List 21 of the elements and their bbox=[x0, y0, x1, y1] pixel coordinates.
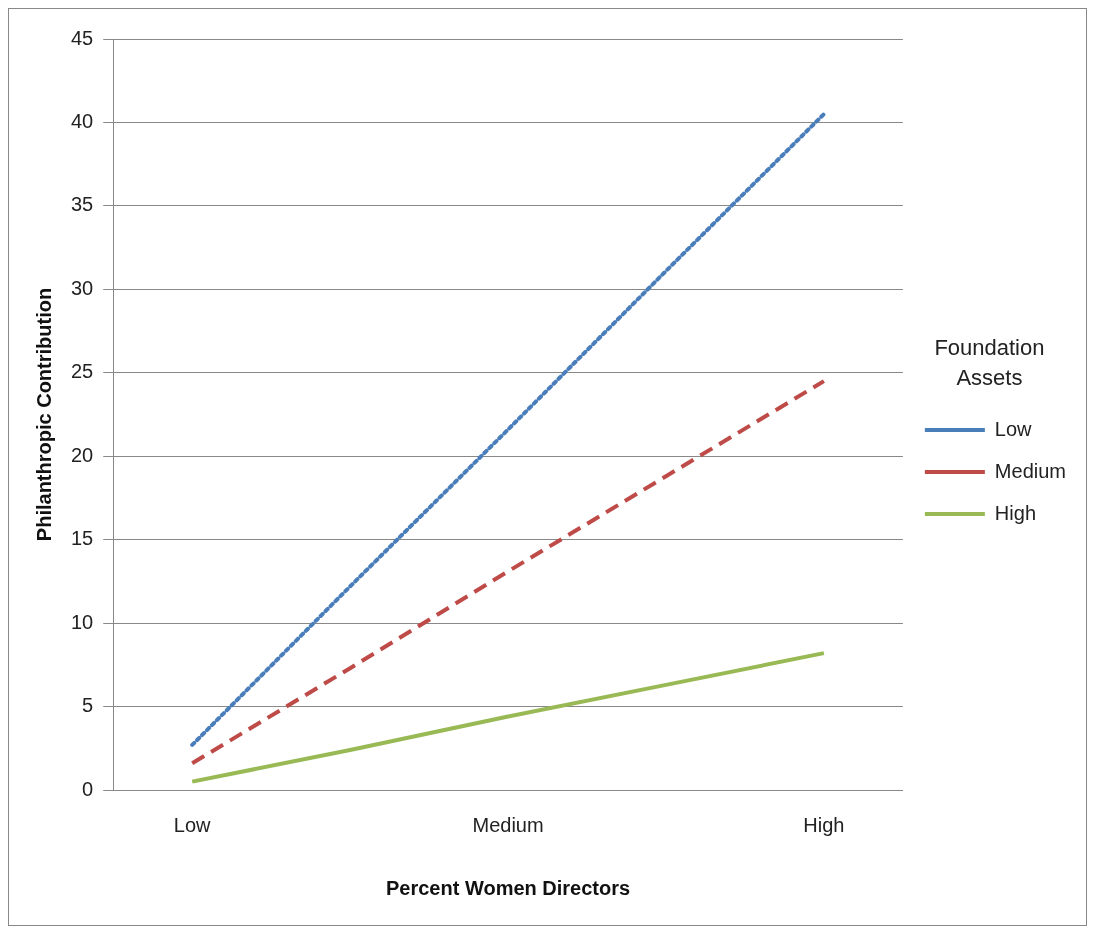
x-tick-label: High bbox=[803, 813, 845, 836]
y-tick-label: 35 bbox=[71, 193, 94, 216]
y-tick-label: 45 bbox=[71, 26, 94, 49]
y-tick-label: 0 bbox=[82, 777, 94, 800]
legend-label: High bbox=[994, 501, 1037, 524]
legend-title: Foundation Assets bbox=[934, 335, 1045, 391]
line-series bbox=[190, 379, 826, 766]
y-tick-label: 10 bbox=[71, 610, 94, 633]
y-tick-label: 25 bbox=[71, 360, 94, 383]
line-series bbox=[190, 112, 826, 747]
y-tick-label: 15 bbox=[71, 527, 94, 550]
y-tick-label: 40 bbox=[71, 109, 94, 132]
x-axis-title: Percent Women Directors bbox=[385, 876, 631, 899]
y-tick-label: 20 bbox=[71, 443, 94, 466]
y-axis-title: Philanthropic Contribution bbox=[32, 287, 55, 542]
y-tick-label: 5 bbox=[82, 694, 94, 717]
x-tick-label: Low bbox=[173, 813, 212, 836]
y-tick-label: 30 bbox=[71, 276, 94, 299]
legend-label: Medium bbox=[994, 459, 1067, 482]
legend-label: Low bbox=[994, 417, 1033, 440]
x-tick-label: Medium bbox=[472, 813, 544, 836]
